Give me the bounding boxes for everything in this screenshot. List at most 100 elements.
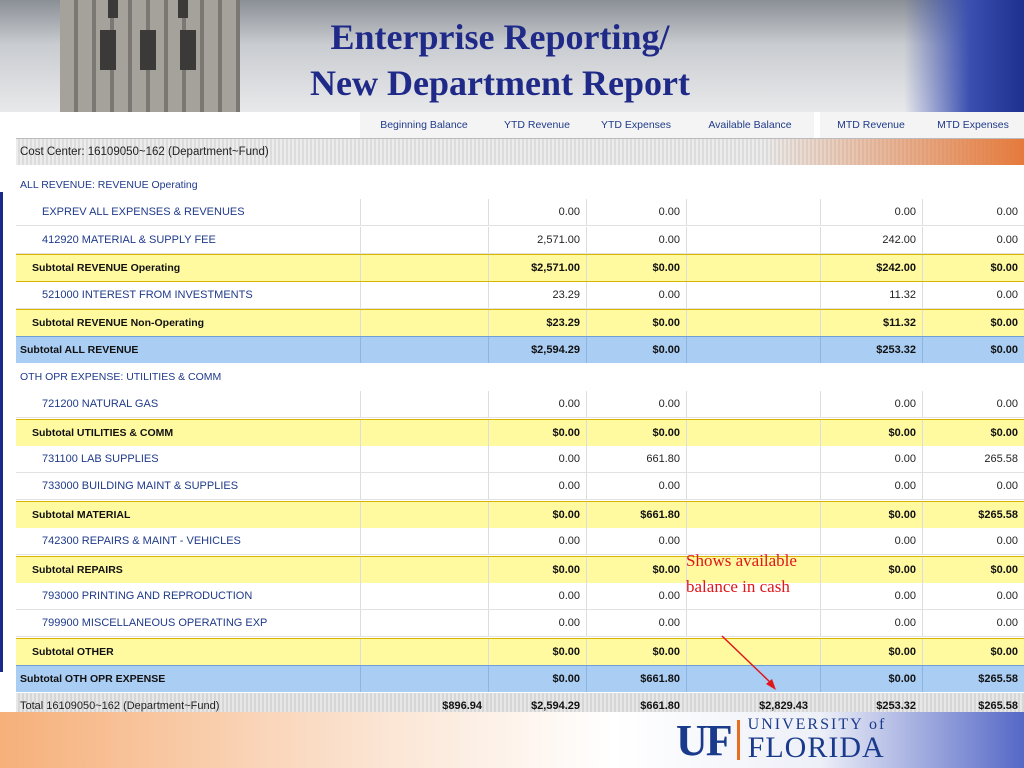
row-cell: $0.00 [820,420,922,446]
row-cell [360,227,488,253]
logo-uf: UF [676,715,733,765]
row-cell: 0.00 [922,610,1024,636]
row-cell [686,666,814,692]
subtotal-row: Subtotal ALL REVENUE $2,594.29 $0.00 $253.3… [16,336,1024,363]
row-label: Subtotal OTH OPR EXPENSE [20,673,166,685]
century-tower-image [60,0,240,112]
row-cell: 0.00 [586,199,686,225]
row-cell: 265.58 [922,446,1024,472]
footer-bar [0,712,1024,768]
row-cell: $265.58 [922,502,1024,528]
row-cell: 242.00 [820,227,922,253]
title-line-1: Enterprise Reporting/ [330,17,670,57]
row-cell [360,666,488,692]
row-cell: $265.58 [922,693,1024,719]
row-cell: $0.00 [488,502,586,528]
row-cell: $0.00 [922,255,1024,281]
row-cell [686,473,814,499]
row-label: Subtotal REPAIRS [32,564,123,576]
row-cell: 0.00 [820,583,922,609]
row-cell [360,610,488,636]
row-cell: $242.00 [820,255,922,281]
row-cell: 0.00 [586,391,686,417]
column-header: YTD Expenses [586,112,686,139]
row-cell: 0.00 [820,391,922,417]
row-cell: 0.00 [488,473,586,499]
table-row: 799900 MISCELLANEOUS OPERATING EXP 0.00 0.… [16,610,1024,637]
subtotal-row: Subtotal REVENUE Operating $2,571.00 $0.00… [16,254,1024,282]
row-cell: 0.00 [922,528,1024,554]
table-row: 731100 LAB SUPPLIES 0.00 661.80 0.00 265.58 [16,446,1024,473]
row-cell [686,639,814,665]
row-label: 731100 LAB SUPPLIES [42,453,159,465]
row-label: Subtotal REVENUE Operating [32,262,181,274]
row-cell [686,227,814,253]
row-cell: 23.29 [488,282,586,308]
annotation-note: Shows available balance in cash [686,551,797,596]
logo-florida: FLORIDA [747,731,885,764]
row-cell: $0.00 [922,337,1024,363]
row-cell: $0.00 [820,557,922,583]
row-cell [360,420,488,446]
row-cell: 0.00 [586,528,686,554]
table-row: 793000 PRINTING AND REPRODUCTION 0.00 0.00… [16,583,1024,610]
column-header: YTD Revenue [488,112,586,139]
row-cell [360,557,488,583]
row-cell: $0.00 [922,639,1024,665]
row-cell: 0.00 [922,391,1024,417]
row-label: 733000 BUILDING MAINT & SUPPLIES [42,480,239,492]
title-line-2: New Department Report [310,63,690,103]
row-cell: 0.00 [488,391,586,417]
row-cell: $2,571.00 [488,255,586,281]
subtotal-row: Subtotal OTH OPR EXPENSE $0.00 $661.80 $0.0… [16,665,1024,692]
column-header: Beginning Balance [360,112,488,139]
row-cell: 0.00 [922,473,1024,499]
row-cell [360,528,488,554]
table-row: 521000 INTEREST FROM INVESTMENTS 23.29 0.0… [16,282,1024,309]
row-cell: 0.00 [586,227,686,253]
subtotal-row: Subtotal UTILITIES & COMM $0.00 $0.00 $0.00… [16,419,1024,447]
row-cell: $2,829.43 [686,693,814,719]
row-cell: $0.00 [586,310,686,336]
row-cell [360,583,488,609]
slide-title: Enterprise Reporting/ New Department Rep… [240,14,760,106]
row-cell: $253.32 [820,337,922,363]
row-cell: $0.00 [820,666,922,692]
row-label: 799900 MISCELLANEOUS OPERATING EXP [42,617,268,629]
row-cell [686,310,814,336]
row-cell: $0.00 [922,420,1024,446]
row-cell [686,199,814,225]
table-row: 733000 BUILDING MAINT & SUPPLIES 0.00 0.00… [16,473,1024,500]
row-cell [360,502,488,528]
table-row: EXPREV ALL EXPENSES & REVENUES 0.00 0.00 0.… [16,199,1024,226]
row-cell: $0.00 [488,557,586,583]
subtotal-row: Subtotal MATERIAL $0.00 $661.80 $0.00 $265.5… [16,501,1024,529]
logo-university: UNIVERSITY of [747,716,887,733]
section-row: ALL REVENUE: REVENUE Operating [16,172,1024,198]
row-cell [360,446,488,472]
row-cell: $23.29 [488,310,586,336]
row-cell [686,282,814,308]
row-label: Subtotal ALL REVENUE [20,344,139,356]
row-cell [686,255,814,281]
row-cell [686,557,814,583]
row-cell: 0.00 [820,610,922,636]
column-header: MTD Expenses [922,112,1024,139]
row-cell: $661.80 [586,666,686,692]
row-cell: $0.00 [922,557,1024,583]
row-cell: 0.00 [586,282,686,308]
row-cell [360,337,488,363]
cost-center-label: Cost Center: 16109050~162 (Department~Fu… [20,146,269,158]
row-cell: 0.00 [488,610,586,636]
row-cell [686,420,814,446]
row-cell [686,446,814,472]
row-cell: 0.00 [488,583,586,609]
subtotal-row: Subtotal REVENUE Non-Operating $23.29 $0.0… [16,309,1024,337]
row-cell: $0.00 [922,310,1024,336]
row-cell [686,391,814,417]
row-cell: 0.00 [922,199,1024,225]
row-cell [686,337,814,363]
row-cell: $0.00 [586,255,686,281]
row-cell: 0.00 [820,199,922,225]
subtotal-row: Subtotal REPAIRS $0.00 $0.00 $0.00 $0.00 [16,556,1024,584]
